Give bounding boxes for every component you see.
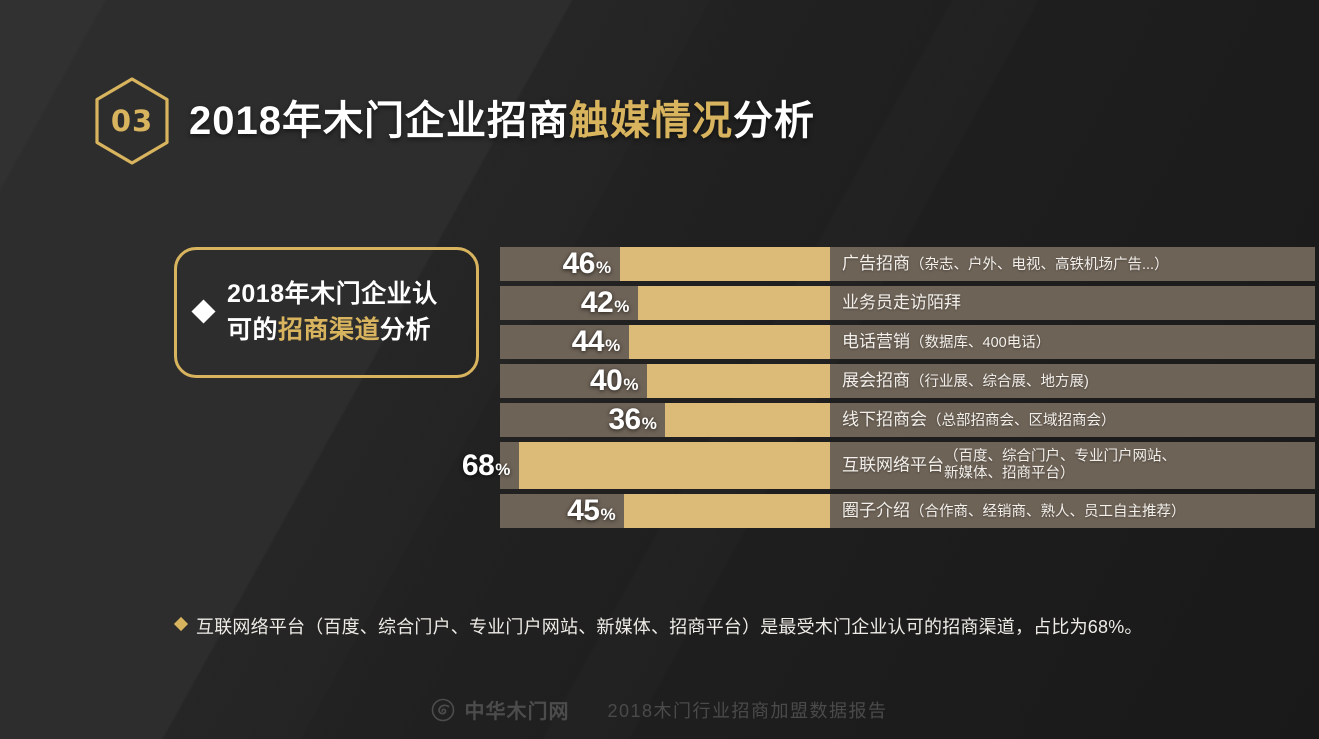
chart-row-label-sub2: 新媒体、招商平台） — [944, 465, 1075, 482]
chart-row-label-sub: （行业展、综合展、地方展) — [910, 373, 1089, 390]
slide-header: 03 2018年木门企业招商触媒情况分析 — [92, 76, 815, 166]
slide-footer: 中华木门网 2018木门行业招商加盟数据报告 — [0, 695, 1319, 724]
swirl-logo-icon — [432, 698, 455, 721]
chart-bar — [637, 286, 830, 320]
chart-row-label-main: 电话营销 — [842, 331, 910, 351]
chart-bar-value: 42% — [581, 286, 629, 320]
chart-bar-value: 46% — [563, 247, 611, 281]
chart-bar — [624, 494, 830, 528]
chart-bar-value-number: 45 — [567, 494, 600, 527]
chart-row-track — [500, 286, 1315, 320]
chart-row-label-sub-stack: （百度、综合门户、专业门户网站、 新媒体、招商平台） — [944, 448, 1176, 483]
chart-bar-value: 40% — [590, 364, 638, 398]
chart-row: 42% 业务员走访陌拜 — [0, 286, 1319, 320]
chart-bar — [647, 364, 830, 398]
chart-row-label: 电话营销（数据库、400电话） — [842, 332, 1050, 352]
chart-bar-value-percent-sign: % — [641, 414, 657, 433]
chart-bar-value-number: 40 — [590, 364, 623, 397]
callout-box: 2018年木门企业认 可的招商渠道分析 — [174, 247, 479, 378]
chart-row-label-sub: （百度、综合门户、专业门户网站、 — [944, 448, 1176, 465]
chart-row-track — [500, 364, 1315, 398]
chart-row-label: 圈子介绍（合作商、经销商、熟人、员工自主推荐） — [842, 501, 1186, 521]
chart-row-label-sub: （合作商、经销商、熟人、员工自主推荐） — [910, 503, 1186, 520]
section-number: 03 — [110, 104, 154, 138]
footnote-diamond-bullet-icon — [173, 616, 189, 632]
chart-row-label-main: 线下招商会 — [842, 409, 927, 429]
brand-logo: 中华木门网 — [431, 695, 569, 724]
chart-row-label-sub: （杂志、户外、电视、高铁机场广告...） — [910, 256, 1169, 273]
callout-line-1: 2018年木门企业认 — [227, 277, 438, 313]
footnote-text: 互联网络平台（百度、综合门户、专业门户网站、新媒体、招商平台）是最受木门企业认可… — [196, 617, 1143, 637]
chart-row-label: 展会招商（行业展、综合展、地方展) — [842, 371, 1089, 391]
chart-row: 45% 圈子介绍（合作商、经销商、熟人、员工自主推荐） — [0, 494, 1319, 528]
chart-row-label: 线下招商会（总部招商会、区域招商会） — [842, 410, 1116, 430]
chart-bar-value-percent-sign: % — [614, 297, 629, 316]
callout-line2-part-2: 招商渠道 — [278, 315, 381, 344]
chart-row-label-sub: （总部招商会、区域招商会） — [927, 412, 1116, 429]
chart-row-label-main: 互联网络平台 — [842, 454, 944, 474]
chart-bar — [665, 403, 830, 437]
chart-bar-value-number: 42 — [580, 286, 614, 319]
chart-row: 68% 互联网络平台 （百度、综合门户、专业门户网站、 新媒体、招商平台） — [0, 442, 1319, 489]
callout-line2-part-1: 可的 — [227, 315, 279, 344]
chart-row: 44% 电话营销（数据库、400电话） — [0, 325, 1319, 359]
footer-report-title: 2018木门行业招商加盟数据报告 — [607, 700, 888, 721]
chart-bar-value: 44% — [572, 325, 620, 359]
chart-row: 36% 线下招商会（总部招商会、区域招商会） — [0, 403, 1319, 437]
chart-bar-value-percent-sign: % — [595, 258, 611, 277]
callout-line2-part-3: 分析 — [380, 315, 432, 344]
footnote: 互联网络平台（百度、综合门户、专业门户网站、新媒体、招商平台）是最受木门企业认可… — [173, 613, 1143, 639]
chart-row-label-main: 业务员走访陌拜 — [842, 292, 961, 312]
chart-bar-value-percent-sign: % — [600, 505, 616, 524]
brand-name: 中华木门网 — [464, 701, 570, 723]
chart-bar-value-percent-sign: % — [495, 459, 510, 479]
chart-row: 40% 展会招商（行业展、综合展、地方展) — [0, 364, 1319, 398]
chart-bar-value-number: 36 — [608, 403, 641, 436]
chart-bar — [619, 247, 830, 281]
page-title: 2018年木门企业招商触媒情况分析 — [189, 101, 815, 141]
chart-bar-value: 68% — [462, 449, 510, 483]
section-number-badge: 03 — [92, 76, 172, 166]
chart-bar-value-number: 68 — [461, 448, 495, 482]
chart-bar-value-number: 46 — [562, 247, 596, 280]
chart-bar-value: 36% — [608, 403, 656, 437]
chart-row-track — [500, 403, 1315, 437]
callout-text: 2018年木门企业认 可的招商渠道分析 — [227, 277, 438, 348]
chart-bar-value-percent-sign: % — [605, 336, 620, 355]
chart-bar — [518, 442, 830, 489]
page-title-part-2: 触媒情况 — [568, 99, 733, 143]
chart-row: 46% 广告招商（杂志、户外、电视、高铁机场广告...） — [0, 247, 1319, 281]
page-title-part-3: 分析 — [732, 99, 815, 143]
chart-row-label-main: 广告招商 — [842, 253, 910, 273]
chart-bar-value-percent-sign: % — [623, 375, 638, 394]
chart-row-label: 业务员走访陌拜 — [842, 293, 961, 313]
callout-line1-part-1: 2018年木门企业认 — [227, 280, 438, 308]
chart-bar — [628, 325, 830, 359]
chart-row-label: 互联网络平台 （百度、综合门户、专业门户网站、 新媒体、招商平台） — [842, 448, 1176, 483]
chart-bar-value-number: 44 — [571, 325, 605, 358]
chart-bar-value: 45% — [567, 494, 615, 528]
chart-row-label-main: 展会招商 — [842, 370, 910, 390]
page-title-part-1: 2018年木门企业招商 — [189, 99, 569, 143]
chart-row-label: 广告招商（杂志、户外、电视、高铁机场广告...） — [842, 254, 1169, 274]
hexagon-icon — [95, 77, 169, 165]
bar-chart: 46% 广告招商（杂志、户外、电视、高铁机场广告...） 42% 业务员走访陌拜 44%… — [0, 247, 1319, 533]
chart-row-label-main: 圈子介绍 — [842, 500, 910, 520]
chart-row-label-sub: （数据库、400电话） — [910, 334, 1051, 351]
callout-line-2: 可的招商渠道分析 — [227, 313, 438, 349]
